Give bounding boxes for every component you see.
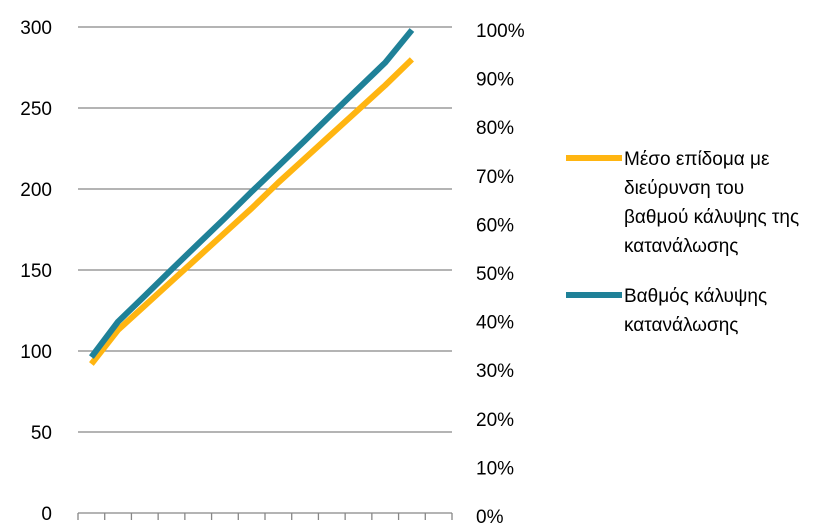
left-tick-label-2: 100 [20,342,52,363]
legend-label-0-1: διεύρυνση του [624,178,744,199]
series-lines [89,28,415,366]
legend-label-0-3: κατανάλωσης [624,236,738,257]
left-tick-label-3: 150 [20,261,52,282]
legend-label-1-0: Βαθμός κάλυψης [624,286,767,307]
left-tick-label-6: 300 [20,18,52,39]
right-tick-label-3: 30% [476,361,514,382]
right-tick-label-4: 40% [476,313,514,334]
left-tick-label-4: 200 [20,180,52,201]
right-tick-label-1: 10% [476,458,514,479]
legend-label-0-0: Μέσο επίδομα με [624,149,770,170]
legend-label-0-2: βαθμού κάλυψης της [624,207,799,228]
left-tick-label-0: 0 [41,504,52,523]
right-tick-label-8: 80% [476,118,514,139]
right-tick-label-5: 50% [476,264,514,285]
right-tick-label-10: 100% [476,21,525,42]
left-axis-tick-labels: 0 50 100 150 200 250 300 [20,18,52,523]
series-line-0 [89,57,414,366]
left-tick-label-5: 250 [20,99,52,120]
right-tick-label-2: 20% [476,410,514,431]
right-tick-label-7: 70% [476,167,514,188]
right-axis-tick-labels: 0% 10% 20% 30% 40% 50% 60% 70% 80% 90% 100% [476,21,525,523]
x-axis [77,512,453,520]
legend: Μέσο επίδομα με διεύρυνση του βαθμού κάλυψ… [566,149,799,336]
right-tick-label-6: 60% [476,215,514,236]
series-line-1 [89,28,415,359]
legend-label-1-1: κατανάλωσης [624,315,738,336]
left-tick-label-1: 50 [31,423,52,444]
right-tick-label-0: 0% [476,507,504,523]
right-tick-label-9: 90% [476,70,514,91]
gridlines [78,26,452,433]
